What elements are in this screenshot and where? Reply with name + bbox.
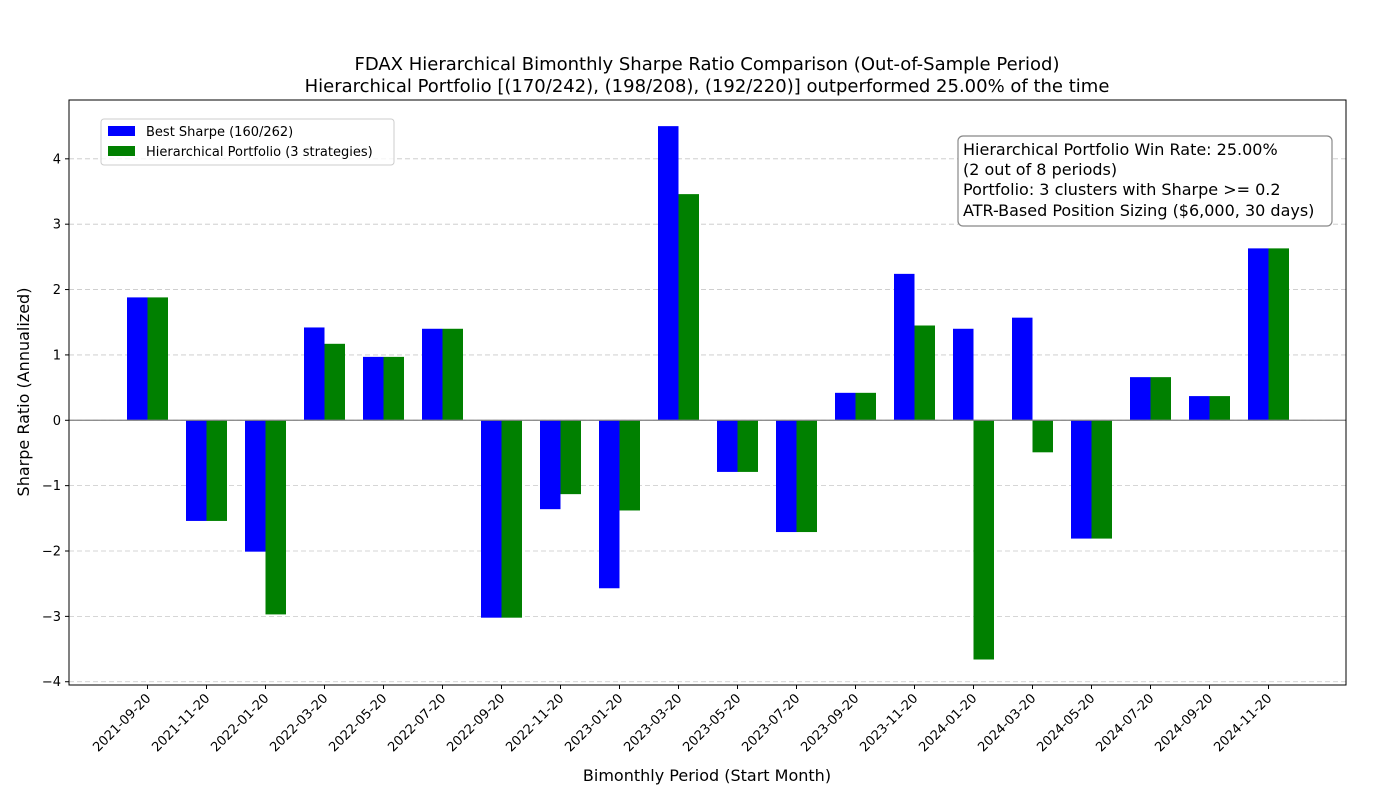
bar-hierarchical xyxy=(1091,420,1112,539)
bar-best-sharpe xyxy=(599,420,620,589)
x-axis-label: Bimonthly Period (Start Month) xyxy=(583,766,831,785)
x-tick-label: 2023-07-20 xyxy=(739,691,803,755)
bar-hierarchical xyxy=(265,420,286,615)
x-tick-label: 2023-05-20 xyxy=(680,691,744,755)
legend-swatch-hierarchical xyxy=(108,146,135,156)
bar-best-sharpe xyxy=(304,327,325,421)
chart-subtitle: Hierarchical Portfolio [(170/242), (198/… xyxy=(305,76,1110,97)
bar-best-sharpe xyxy=(776,420,797,533)
bar-best-sharpe xyxy=(186,420,207,521)
bar-best-sharpe xyxy=(422,328,443,421)
legend-swatch-best-sharpe xyxy=(108,126,135,136)
bar-best-sharpe xyxy=(1012,317,1033,421)
plot-frame xyxy=(68,99,1347,686)
bar-best-sharpe xyxy=(1248,248,1269,421)
x-tick-label: 2024-11-20 xyxy=(1211,691,1275,755)
bar-hierarchical xyxy=(914,325,935,421)
y-tick-label: −3 xyxy=(42,610,61,625)
bar-hierarchical xyxy=(796,420,817,533)
x-tick-label: 2022-07-20 xyxy=(385,691,449,755)
bar-hierarchical xyxy=(1150,377,1171,421)
bar-best-sharpe xyxy=(835,392,856,421)
bar-hierarchical xyxy=(324,343,345,421)
y-tick-label: 2 xyxy=(53,283,61,298)
y-tick-label: −2 xyxy=(42,545,61,560)
x-tick-label: 2021-09-20 xyxy=(90,691,154,755)
y-tick-label: 0 xyxy=(53,414,61,429)
bar-best-sharpe xyxy=(658,126,679,421)
bar-best-sharpe xyxy=(363,356,384,421)
bar-hierarchical xyxy=(973,420,994,660)
bar-best-sharpe xyxy=(1130,377,1151,421)
bar-hierarchical xyxy=(1268,248,1289,421)
annotation-line-1: Hierarchical Portfolio Win Rate: 25.00% xyxy=(963,140,1278,159)
annotation-line-2: (2 out of 8 periods) xyxy=(963,160,1117,179)
x-tick-label: 2024-09-20 xyxy=(1152,691,1216,755)
win-rate-annotation: Hierarchical Portfolio Win Rate: 25.00% … xyxy=(957,135,1333,227)
bar-best-sharpe xyxy=(953,328,974,421)
bar-best-sharpe xyxy=(127,297,148,421)
x-tick-label: 2023-11-20 xyxy=(857,691,921,755)
bar-hierarchical xyxy=(737,420,758,472)
legend: Best Sharpe (160/262) Hierarchical Portf… xyxy=(100,118,395,166)
bar-hierarchical xyxy=(501,420,522,618)
annotation-line-4: ATR-Based Position Sizing ($6,000, 30 da… xyxy=(963,201,1314,220)
bar-hierarchical xyxy=(1209,396,1230,421)
x-tick-label: 2024-07-20 xyxy=(1093,691,1157,755)
y-tick-label: 4 xyxy=(53,152,61,167)
legend-label-best-sharpe: Best Sharpe (160/262) xyxy=(146,125,293,140)
bars xyxy=(127,126,1289,660)
bar-hierarchical xyxy=(678,194,699,421)
bar-hierarchical xyxy=(560,420,581,495)
y-ticks: 4 3 2 1 0 −1 −2 −3 −4 xyxy=(42,152,69,690)
x-tick-label: 2022-03-20 xyxy=(267,691,331,755)
axes xyxy=(68,99,1347,686)
annotation-line-3: Portfolio: 3 clusters with Sharpe >= 0.2 xyxy=(963,180,1281,199)
y-tick-label: −4 xyxy=(42,675,61,690)
bar-hierarchical xyxy=(855,392,876,421)
x-tick-label: 2022-01-20 xyxy=(208,691,272,755)
x-tick-label: 2022-11-20 xyxy=(503,691,567,755)
x-ticks: 2021-09-202021-11-202022-01-202022-03-20… xyxy=(90,685,1275,755)
y-tick-label: 1 xyxy=(53,348,61,363)
legend-box xyxy=(100,118,395,166)
bar-best-sharpe xyxy=(1189,396,1210,421)
y-tick-label: −1 xyxy=(42,479,61,494)
x-tick-label: 2022-09-20 xyxy=(444,691,508,755)
bar-hierarchical xyxy=(442,328,463,421)
bar-best-sharpe xyxy=(245,420,266,552)
bar-best-sharpe xyxy=(717,420,738,472)
annotation-box xyxy=(957,135,1333,227)
x-tick-label: 2021-11-20 xyxy=(149,691,213,755)
bar-hierarchical xyxy=(147,297,168,421)
bar-best-sharpe xyxy=(481,420,502,618)
x-tick-label: 2023-03-20 xyxy=(621,691,685,755)
bar-hierarchical xyxy=(206,420,227,521)
x-tick-label: 2023-09-20 xyxy=(798,691,862,755)
legend-label-hierarchical: Hierarchical Portfolio (3 strategies) xyxy=(146,145,373,160)
bar-hierarchical xyxy=(619,420,640,511)
x-tick-label: 2022-05-20 xyxy=(326,691,390,755)
bar-best-sharpe xyxy=(540,420,561,510)
x-tick-label: 2024-03-20 xyxy=(975,691,1039,755)
y-axis-label: Sharpe Ratio (Annualized) xyxy=(14,288,33,497)
bar-best-sharpe xyxy=(894,273,915,421)
bar-hierarchical xyxy=(1032,420,1053,453)
chart-title: FDAX Hierarchical Bimonthly Sharpe Ratio… xyxy=(354,54,1059,75)
x-tick-label: 2024-01-20 xyxy=(916,691,980,755)
bar-best-sharpe xyxy=(1071,420,1092,539)
x-tick-label: 2024-05-20 xyxy=(1034,691,1098,755)
bar-hierarchical xyxy=(383,356,404,421)
y-tick-label: 3 xyxy=(53,218,61,233)
x-tick-label: 2023-01-20 xyxy=(562,691,626,755)
